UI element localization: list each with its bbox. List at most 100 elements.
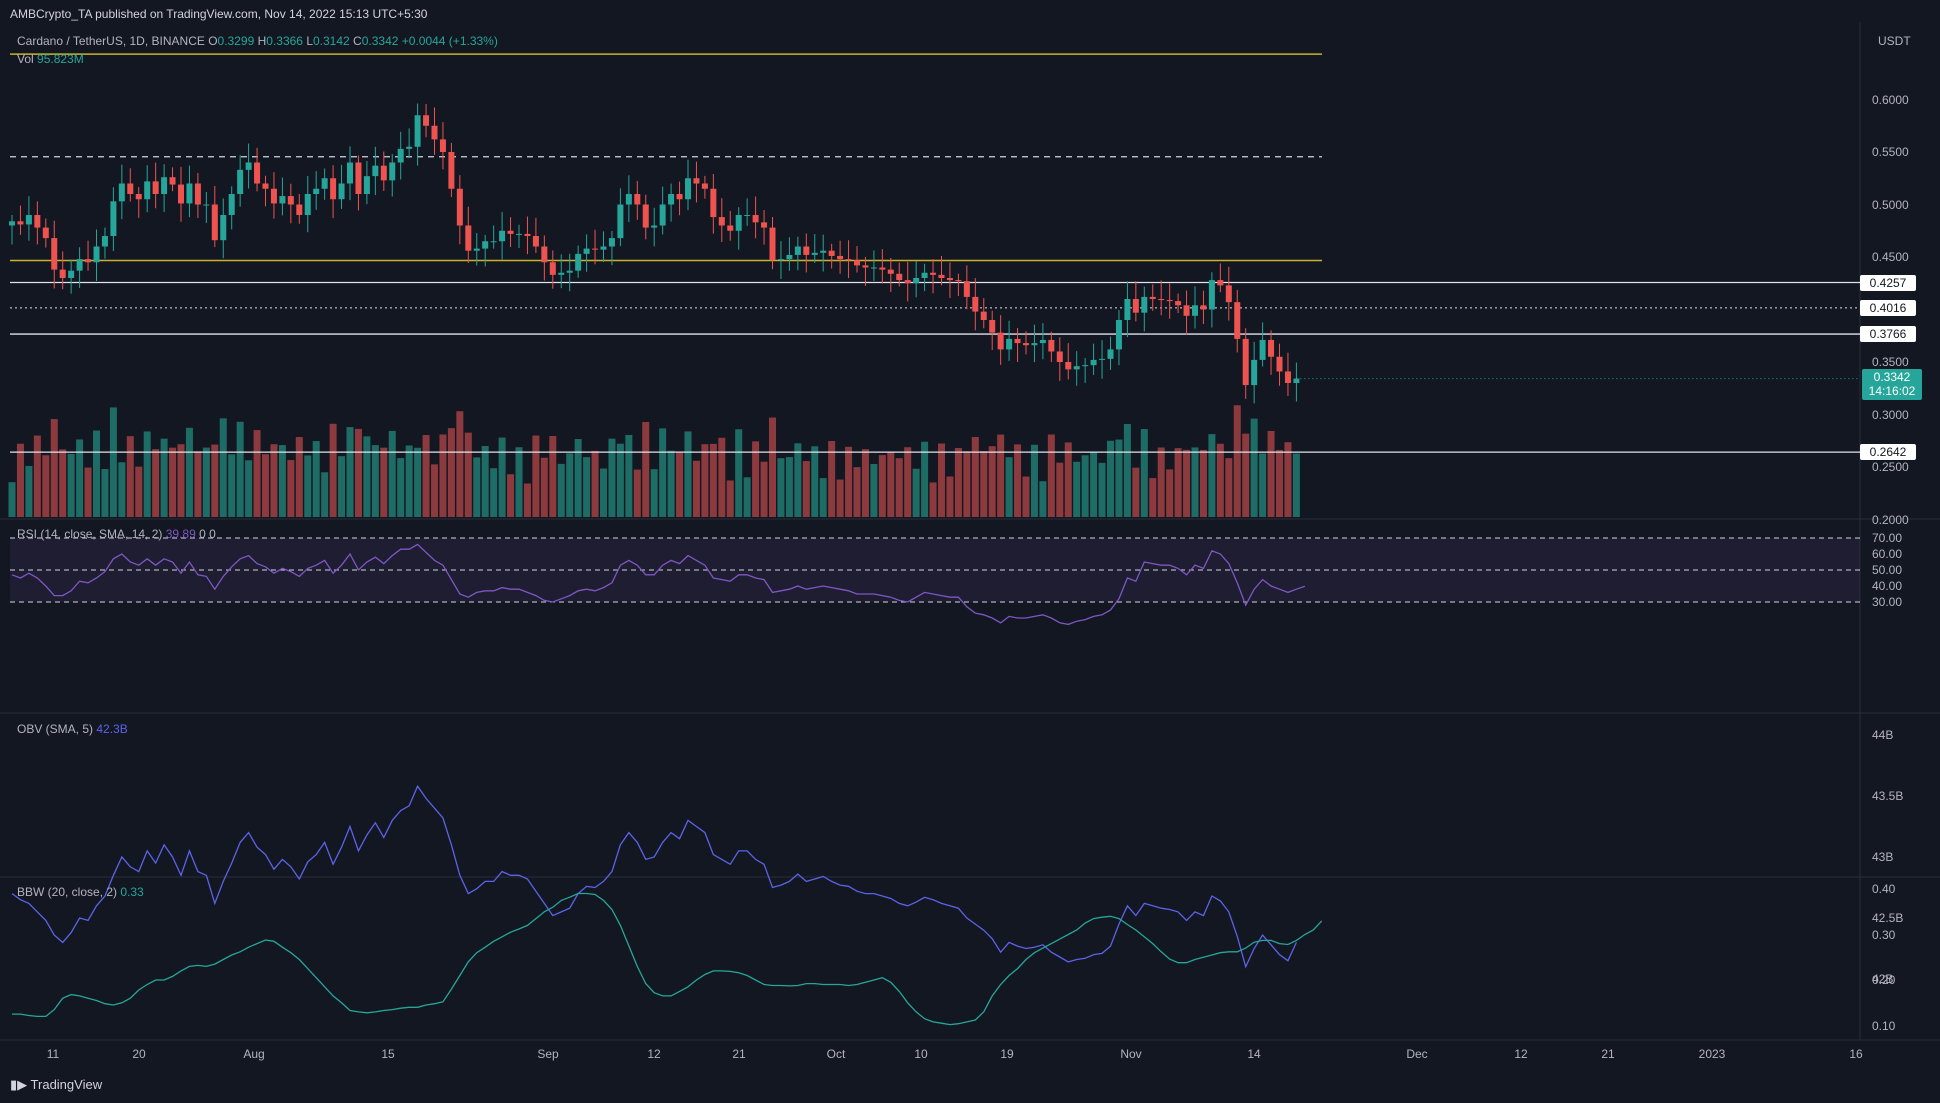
volume-bar	[126, 436, 134, 517]
volume-bar	[33, 435, 41, 517]
bar-countdown: 14:16:02	[1868, 383, 1916, 398]
volume-bar	[363, 436, 371, 517]
candle-body	[372, 165, 379, 177]
candle-body	[93, 246, 100, 263]
volume-bar	[236, 421, 244, 517]
rsi-value: 39.89	[165, 527, 196, 541]
candle-body	[34, 215, 41, 228]
volume-bar	[600, 468, 607, 517]
candle-body	[524, 233, 531, 236]
time-axis-tick: 15	[381, 1047, 395, 1061]
volume-bar	[1022, 476, 1030, 517]
bbw-title[interactable]: BBW (20, close, 2)	[17, 885, 118, 899]
time-axis-tick: 21	[1601, 1047, 1615, 1061]
publish-info: AMBCrypto_TA published on TradingView.co…	[10, 7, 428, 21]
price-axis-tick: 0.3500	[1872, 355, 1909, 369]
volume-bar	[1090, 451, 1098, 517]
candle-body	[423, 115, 430, 126]
volume-bar	[1183, 449, 1191, 517]
candle-body	[304, 194, 311, 215]
symbol-title[interactable]: Cardano / TetherUS, 1D, BINANCE	[17, 34, 205, 48]
time-axis-tick: Nov	[1120, 1047, 1142, 1061]
volume-bar	[262, 454, 269, 517]
volume-bar	[811, 446, 819, 517]
candle-body	[930, 272, 937, 275]
tradingview-logo[interactable]: ▮▶ TradingView	[10, 1077, 102, 1093]
volume-bar	[42, 455, 50, 517]
volume-bar	[515, 447, 523, 517]
volume-bar	[912, 468, 920, 517]
volume-bar	[109, 407, 117, 517]
volume-bar	[735, 429, 743, 517]
candle-body	[786, 254, 793, 260]
candle-body	[101, 236, 108, 247]
volume-bar	[836, 479, 844, 517]
low-label: L	[306, 34, 313, 48]
logo-icon: ▮▶	[10, 1077, 28, 1092]
candle-body	[473, 248, 480, 251]
volume-label[interactable]: Vol	[17, 52, 34, 66]
candle-body	[794, 246, 801, 255]
volume-bar	[414, 447, 422, 517]
volume-bar	[1005, 457, 1013, 517]
volume-bar	[760, 461, 768, 517]
volume-bar	[1208, 434, 1216, 517]
candle-body	[76, 259, 83, 271]
rsi-title[interactable]: RSI (14, close, SMA, 14, 2)	[17, 527, 163, 541]
volume-bar	[946, 476, 954, 517]
candle-body	[837, 255, 844, 260]
level-price-label: 0.4016	[1860, 299, 1916, 316]
level-price-label: 0.4257	[1860, 274, 1916, 291]
obv-title[interactable]: OBV (SMA, 5)	[17, 722, 94, 736]
candle-body	[1031, 343, 1038, 346]
volume-bar	[490, 468, 498, 517]
low-value: 0.3142	[313, 34, 350, 48]
volume-bar	[743, 477, 751, 517]
volume-bar	[431, 464, 438, 517]
volume-bar	[870, 464, 878, 517]
volume-bar	[929, 482, 937, 517]
volume-bar	[709, 443, 717, 517]
candle-body	[625, 194, 632, 205]
candle-body	[9, 221, 15, 226]
bbw-header: BBW (20, close, 2) 0.33	[17, 885, 144, 899]
volume-bar	[549, 435, 557, 517]
volume-bar	[422, 435, 430, 517]
candle-body	[194, 183, 201, 205]
time-axis-tick: Aug	[243, 1047, 265, 1061]
price-axis-tick: 0.5000	[1872, 197, 1909, 212]
volume-bar	[481, 446, 489, 517]
volume-bar	[1107, 440, 1114, 517]
candle-body	[777, 259, 784, 261]
candle-body	[1082, 365, 1089, 367]
volume-bar	[921, 441, 929, 517]
candle-body	[921, 272, 928, 278]
volume-bar	[338, 456, 346, 517]
candle-body	[980, 311, 987, 320]
change-value: +0.0044 (+1.33%)	[401, 34, 498, 48]
volume-bar	[456, 411, 464, 517]
volume-bar	[845, 446, 853, 517]
bbw-axis-tick: 0.30	[1872, 927, 1896, 942]
candle-body	[296, 204, 303, 215]
rsi-axis-tick: 40.00	[1872, 579, 1903, 593]
candle-body	[642, 204, 649, 228]
volume-bar	[1225, 458, 1233, 517]
candle-body	[152, 181, 159, 194]
candle-body	[42, 227, 49, 239]
candle-body	[651, 225, 658, 228]
candle-body	[1293, 378, 1300, 383]
candle-body	[1056, 351, 1063, 362]
candle-body	[828, 250, 835, 256]
volume-bar	[1047, 434, 1055, 517]
volume-bar	[650, 469, 658, 517]
candle-body	[1048, 339, 1055, 352]
time-axis-tick: 14	[1247, 1047, 1261, 1061]
volume-bar	[185, 427, 193, 517]
volume-bar	[701, 444, 709, 517]
volume-bar	[371, 445, 379, 517]
candle-body	[727, 225, 734, 231]
candle-body	[1183, 305, 1190, 316]
